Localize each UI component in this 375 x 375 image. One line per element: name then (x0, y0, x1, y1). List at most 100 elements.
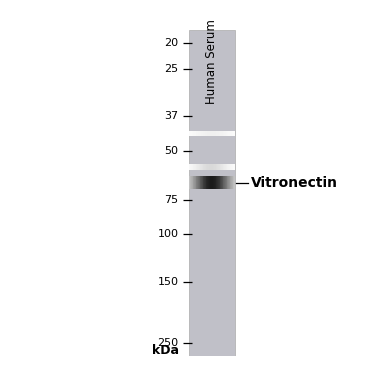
Bar (224, 176, 225, 189)
Bar (190, 176, 191, 189)
Bar (214, 176, 215, 189)
Bar (191, 131, 192, 136)
Bar (203, 176, 204, 189)
Bar (226, 176, 227, 189)
Bar (202, 176, 203, 189)
Text: 150: 150 (158, 277, 178, 287)
Bar (189, 30, 235, 356)
Bar (201, 131, 202, 136)
Bar (196, 176, 198, 189)
Bar (211, 131, 212, 136)
Bar (200, 131, 201, 136)
Bar (216, 164, 217, 171)
Bar (196, 164, 198, 171)
Bar (229, 176, 230, 189)
Bar (218, 131, 219, 136)
Bar (205, 164, 206, 171)
Bar (194, 164, 195, 171)
Bar (208, 131, 209, 136)
Bar (221, 131, 222, 136)
Bar (196, 176, 197, 189)
Bar (194, 131, 195, 136)
Bar (194, 176, 195, 189)
Bar (219, 176, 220, 189)
Bar (196, 164, 197, 171)
Text: 37: 37 (165, 111, 178, 121)
Bar (224, 164, 225, 171)
Bar (223, 164, 224, 171)
Bar (224, 131, 225, 136)
Bar (232, 131, 233, 136)
Bar (215, 131, 216, 136)
Bar (209, 131, 210, 136)
Bar (234, 176, 235, 189)
Bar (190, 131, 191, 136)
Bar (215, 176, 216, 189)
Bar (193, 164, 194, 171)
Bar (231, 131, 232, 136)
Bar (206, 176, 207, 189)
Bar (228, 131, 229, 136)
Bar (223, 176, 224, 189)
Text: 100: 100 (158, 229, 178, 239)
Bar (213, 176, 214, 189)
Bar (211, 164, 212, 171)
Bar (208, 176, 209, 189)
Bar (197, 164, 198, 171)
Bar (219, 164, 220, 171)
Bar (210, 176, 211, 189)
Bar (206, 164, 207, 171)
Bar (230, 176, 231, 189)
Bar (196, 131, 198, 136)
Bar (197, 176, 198, 189)
Bar (207, 131, 209, 136)
Bar (198, 164, 199, 171)
Bar (232, 164, 233, 171)
Text: Human Serum: Human Serum (206, 19, 218, 104)
Bar (212, 131, 213, 136)
Bar (192, 131, 193, 136)
Bar (202, 131, 204, 136)
Text: Vitronectin: Vitronectin (251, 176, 338, 190)
Bar (202, 131, 203, 136)
Bar (231, 176, 232, 189)
Bar (217, 176, 218, 189)
Bar (233, 176, 234, 189)
Bar (200, 176, 201, 189)
Bar (207, 176, 209, 189)
Bar (192, 164, 193, 171)
Text: 250: 250 (158, 338, 178, 348)
Bar (202, 176, 204, 189)
Bar (198, 176, 199, 189)
Bar (217, 131, 218, 136)
Bar (225, 131, 226, 136)
Bar (221, 176, 222, 189)
Bar (216, 131, 217, 136)
Bar (213, 164, 214, 171)
Bar (220, 176, 221, 189)
Bar (229, 131, 230, 136)
Bar (189, 164, 190, 171)
Bar (230, 164, 231, 171)
Bar (222, 164, 223, 171)
Bar (233, 131, 234, 136)
Bar (195, 164, 196, 171)
Bar (232, 176, 234, 189)
Bar (194, 164, 195, 171)
Bar (232, 131, 234, 136)
Bar (206, 131, 207, 136)
Bar (202, 164, 203, 171)
Bar (189, 176, 190, 189)
Bar (226, 164, 228, 171)
Bar (223, 131, 224, 136)
Bar (213, 131, 214, 136)
Bar (216, 176, 217, 189)
Bar (205, 131, 206, 136)
Bar (195, 176, 196, 189)
Text: kDa: kDa (152, 344, 178, 357)
Bar (190, 164, 191, 171)
Bar (233, 164, 234, 171)
Bar (216, 131, 217, 136)
Bar (189, 176, 190, 189)
Text: 50: 50 (165, 147, 178, 156)
